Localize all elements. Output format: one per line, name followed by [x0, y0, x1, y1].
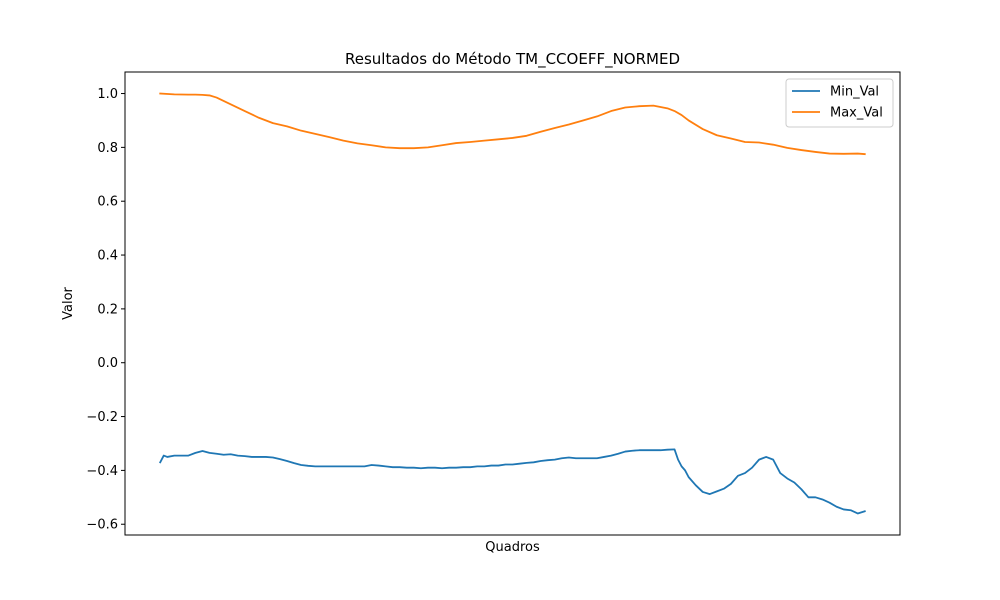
y-tick-label: 1.0 — [97, 87, 118, 102]
y-tick-label: −0.4 — [86, 464, 118, 479]
y-tick-label: −0.2 — [86, 410, 118, 425]
legend-label-max-val: Max_Val — [830, 106, 883, 121]
y-tick-label: 0.4 — [97, 249, 118, 264]
plot-frame — [124, 71, 901, 536]
series-line-max-val — [159, 92, 866, 156]
y-tick-label: −0.6 — [86, 518, 118, 533]
x-axis-label: Quadros — [485, 540, 540, 555]
legend-label-min-val: Min_Val — [830, 85, 879, 100]
y-tick-label: 0.2 — [97, 302, 118, 317]
y-tick-label: 0.8 — [97, 141, 118, 156]
y-tick-label: 0.6 — [97, 195, 118, 210]
series-line-min-val — [159, 448, 866, 515]
y-axis-label: Valor — [61, 286, 76, 319]
plot-area — [124, 71, 901, 536]
y-tick-label: 0.0 — [97, 356, 118, 371]
y-axis-ticks: 1.0 0.8 0.6 0.4 0.2 0.0 −0.2 −0.4 −0.6 — [86, 87, 125, 533]
chart-title: Resultados do Método TM_CCOEFF_NORMED — [345, 50, 680, 69]
series-layer — [159, 92, 866, 515]
legend: Min_Val Max_Val — [785, 78, 894, 128]
